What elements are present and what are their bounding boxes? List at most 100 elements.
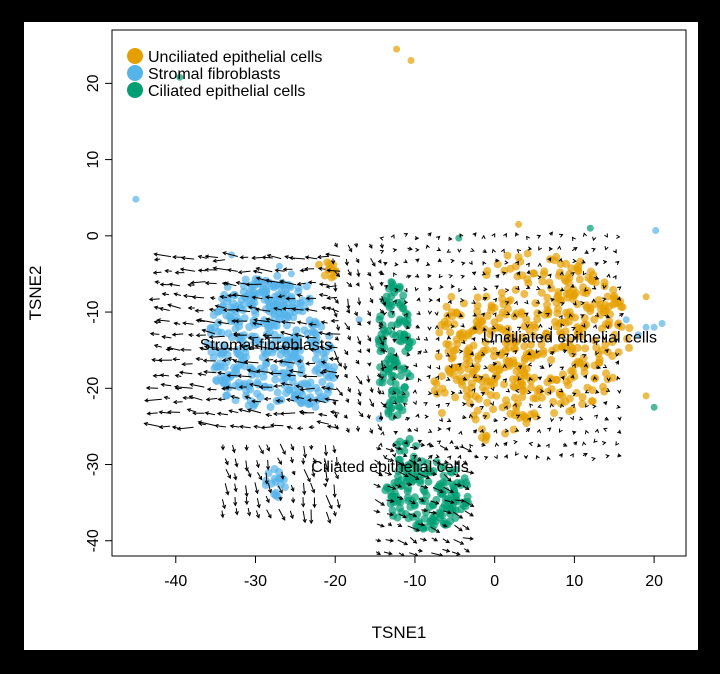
- velocity-arrow: [254, 307, 271, 312]
- velocity-arrow: [617, 429, 622, 434]
- velocity-arrow: [344, 258, 349, 267]
- velocity-arrow: [550, 417, 555, 423]
- cell-point: [446, 467, 455, 476]
- velocity-arrow: [226, 373, 238, 378]
- velocity-arrow: [357, 336, 362, 346]
- velocity-arrow: [580, 314, 585, 319]
- velocity-arrow: [516, 326, 522, 331]
- velocity-arrow: [318, 292, 328, 298]
- outlier-point: [634, 331, 642, 339]
- velocity-arrow: [369, 282, 374, 291]
- velocity-arrow: [277, 294, 285, 299]
- velocity-arrow: [310, 482, 316, 494]
- velocity-arrow: [558, 257, 563, 263]
- velocity-arrow: [480, 392, 486, 396]
- velocity-arrow: [470, 403, 475, 408]
- cell-point: [213, 327, 222, 336]
- velocity-arrow: [505, 336, 510, 341]
- outlier-point: [586, 224, 594, 232]
- velocity-arrow: [380, 390, 385, 395]
- velocity-arrow: [346, 281, 353, 288]
- velocity-arrow: [449, 439, 454, 445]
- cell-point: [250, 298, 259, 307]
- cell-point: [451, 393, 460, 402]
- velocity-arrow: [457, 454, 462, 460]
- velocity-arrow: [616, 375, 621, 381]
- velocity-arrow: [378, 336, 384, 346]
- velocity-arrow: [516, 271, 521, 276]
- velocity-arrow: [525, 323, 530, 329]
- velocity-arrow: [493, 297, 498, 303]
- velocity-arrow: [334, 457, 340, 467]
- velocity-arrow: [515, 260, 520, 266]
- velocity-arrow: [233, 333, 247, 338]
- velocity-arrow: [355, 359, 360, 365]
- cell-point: [439, 471, 448, 480]
- velocity-arrow: [278, 508, 286, 521]
- velocity-arrow: [390, 310, 395, 315]
- cell-point: [477, 376, 486, 385]
- cell-point: [253, 389, 262, 398]
- velocity-arrow: [606, 273, 611, 278]
- velocity-arrow: [261, 255, 273, 260]
- velocity-arrow: [592, 236, 597, 242]
- cell-point: [490, 352, 498, 361]
- velocity-arrow: [159, 282, 170, 287]
- velocity-arrow: [410, 445, 419, 450]
- velocity-arrow: [217, 370, 226, 376]
- cell-point: [456, 366, 465, 375]
- velocity-arrow: [470, 363, 475, 368]
- velocity-arrow: [417, 377, 422, 383]
- cell-point: [262, 359, 271, 368]
- velocity-arrow: [546, 455, 551, 461]
- velocity-arrow: [548, 326, 553, 331]
- cell-point: [222, 391, 231, 400]
- cell-point: [608, 352, 617, 360]
- velocity-arrow: [194, 308, 204, 313]
- velocity-arrow: [303, 266, 315, 272]
- velocity-arrow: [472, 312, 477, 317]
- velocity-arrow: [525, 262, 530, 267]
- outlier-point: [650, 403, 658, 411]
- legend-entry: Unciliated epithelial cells: [148, 49, 322, 66]
- velocity-arrow: [536, 415, 542, 420]
- legend-marker: [127, 65, 143, 81]
- velocity-arrow: [427, 454, 433, 460]
- velocity-arrow: [595, 350, 600, 356]
- velocity-arrow: [505, 326, 510, 332]
- velocity-arrow: [148, 297, 160, 302]
- velocity-arrow: [545, 312, 550, 317]
- velocity-arrow: [290, 497, 296, 504]
- velocity-arrow: [617, 416, 622, 422]
- cell-point: [495, 323, 504, 332]
- velocity-arrow: [535, 299, 541, 304]
- velocity-arrow: [269, 423, 284, 428]
- velocity-arrow: [603, 427, 608, 432]
- cell-point: [483, 266, 492, 275]
- velocity-arrow: [447, 455, 452, 460]
- outlier-point: [387, 278, 395, 286]
- velocity-arrow: [375, 538, 382, 543]
- outlier-point: [650, 323, 658, 331]
- velocity-arrow: [374, 459, 382, 465]
- velocity-arrow: [570, 403, 575, 409]
- cell-point: [540, 310, 549, 319]
- cell-point: [498, 403, 507, 412]
- velocity-arrow: [435, 349, 440, 354]
- cell-point: [529, 269, 538, 278]
- velocity-arrow: [415, 247, 420, 253]
- velocity-arrow: [427, 310, 433, 315]
- cell-point: [563, 311, 572, 320]
- velocity-arrow: [379, 376, 385, 381]
- cell-point: [573, 329, 582, 338]
- velocity-arrow: [614, 338, 619, 343]
- velocity-arrow: [383, 454, 388, 460]
- velocity-arrow: [318, 412, 327, 417]
- cell-point: [387, 386, 396, 395]
- velocity-arrow: [582, 354, 587, 358]
- velocity-arrow: [168, 282, 180, 287]
- outlier-point: [275, 262, 283, 270]
- velocity-arrow: [252, 269, 263, 274]
- cell-point: [595, 355, 604, 364]
- velocity-arrow: [602, 335, 607, 341]
